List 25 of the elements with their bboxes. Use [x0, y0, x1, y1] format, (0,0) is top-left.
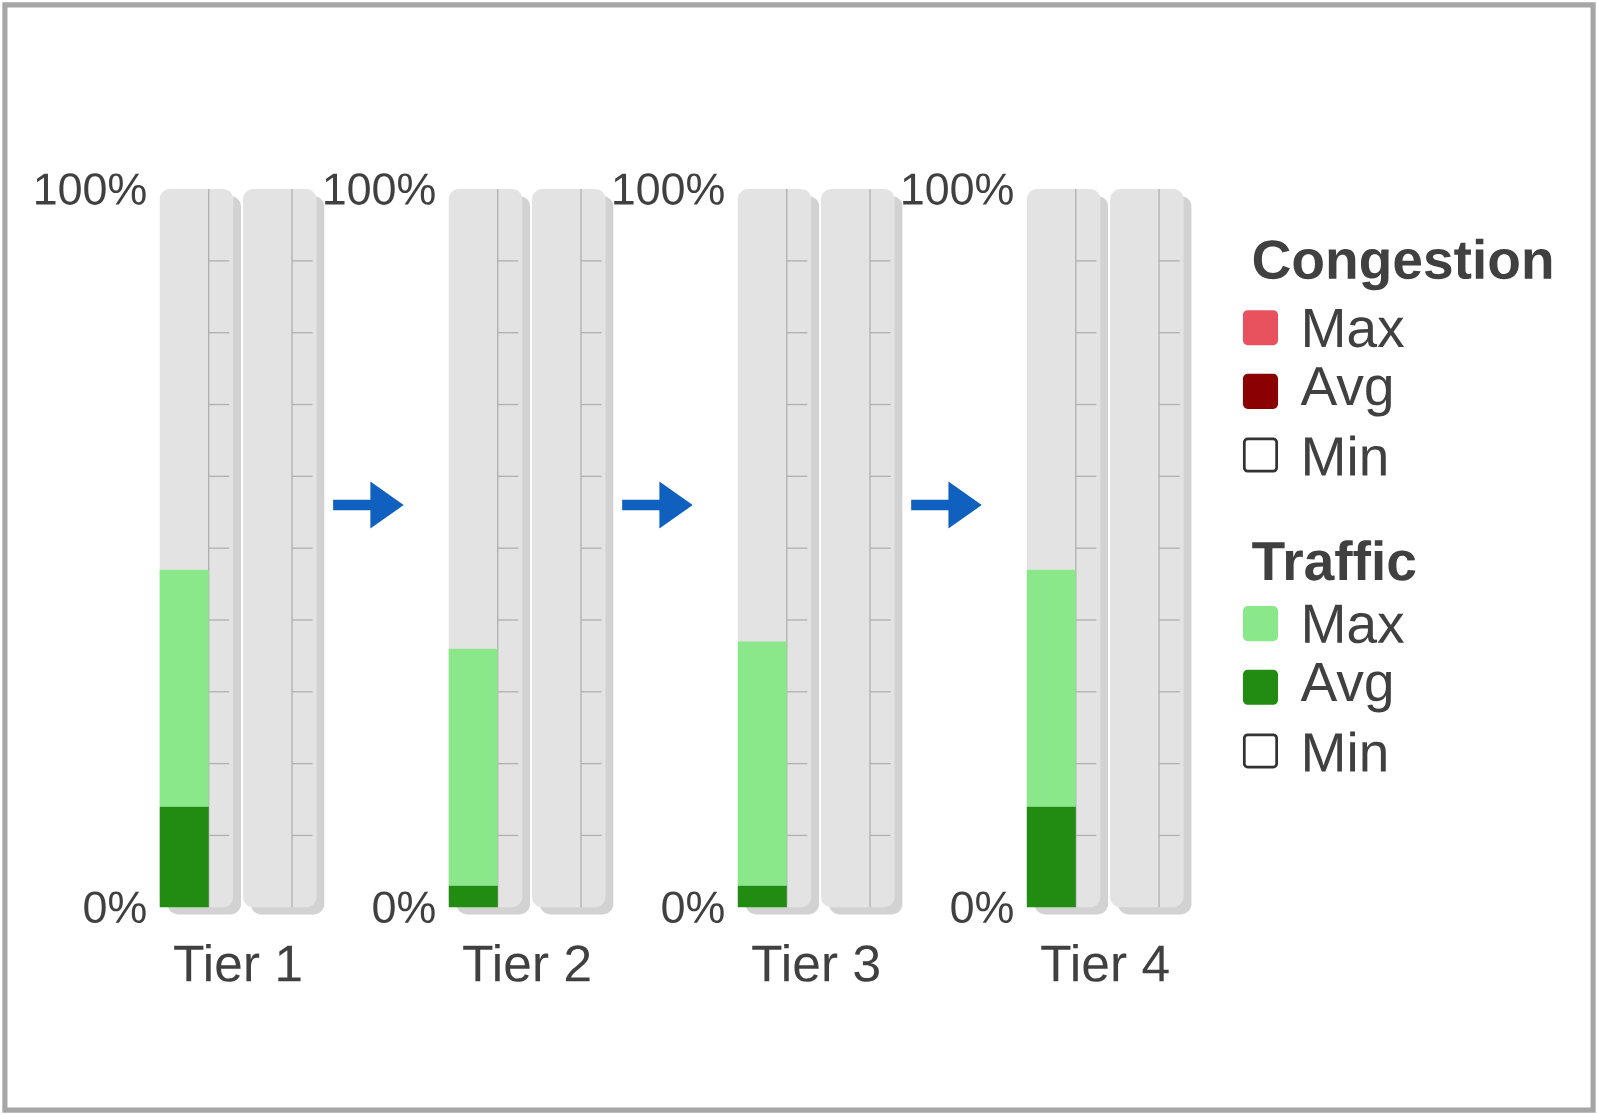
bar — [448, 648, 498, 886]
x-tick-label: Tier 4 — [1041, 943, 1169, 982]
bar — [1026, 806, 1076, 908]
legend-label: Avg — [1300, 367, 1391, 417]
text: 100% — [325, 173, 435, 205]
bar — [159, 806, 209, 908]
text: 100% — [903, 173, 1013, 205]
legend-label: Max — [1305, 308, 1405, 348]
x-tick-label: Tier 3 — [752, 943, 879, 982]
text: Traffic — [1252, 540, 1416, 581]
text: 100% — [614, 173, 724, 205]
bar — [159, 569, 209, 807]
bar — [1026, 569, 1076, 807]
text: Congestion — [1253, 238, 1552, 291]
bar — [448, 885, 498, 908]
text: 0% — [662, 891, 724, 924]
legend-label: Max — [1305, 604, 1405, 644]
text: 0% — [373, 891, 435, 924]
x-tick-label: Tier 2 — [463, 943, 590, 982]
legend-label: Min — [1305, 731, 1386, 772]
text: 0% — [951, 891, 1013, 924]
legend-label: Avg — [1300, 663, 1391, 713]
legend-label: Min — [1305, 435, 1386, 476]
bar — [737, 885, 787, 908]
x-tick-label: Tier 1 — [174, 943, 301, 982]
